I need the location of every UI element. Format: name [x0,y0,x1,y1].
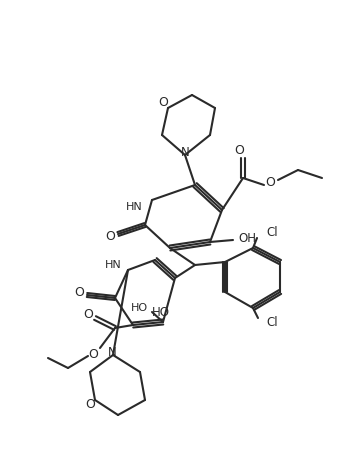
Text: Cl: Cl [266,315,278,329]
Text: O: O [158,96,168,110]
Text: N: N [181,145,189,158]
Text: HN: HN [105,260,122,270]
Text: O: O [234,144,244,158]
Text: O: O [85,397,95,411]
Text: O: O [74,287,84,300]
Text: O: O [105,231,115,244]
Text: HO: HO [131,303,148,313]
Text: OH: OH [238,232,256,245]
Text: O: O [88,348,98,361]
Text: O: O [265,177,275,190]
Text: O: O [83,308,93,321]
Text: HN: HN [126,202,143,212]
Text: HO: HO [152,306,170,318]
Text: Cl: Cl [266,226,278,239]
Text: N: N [107,345,116,358]
